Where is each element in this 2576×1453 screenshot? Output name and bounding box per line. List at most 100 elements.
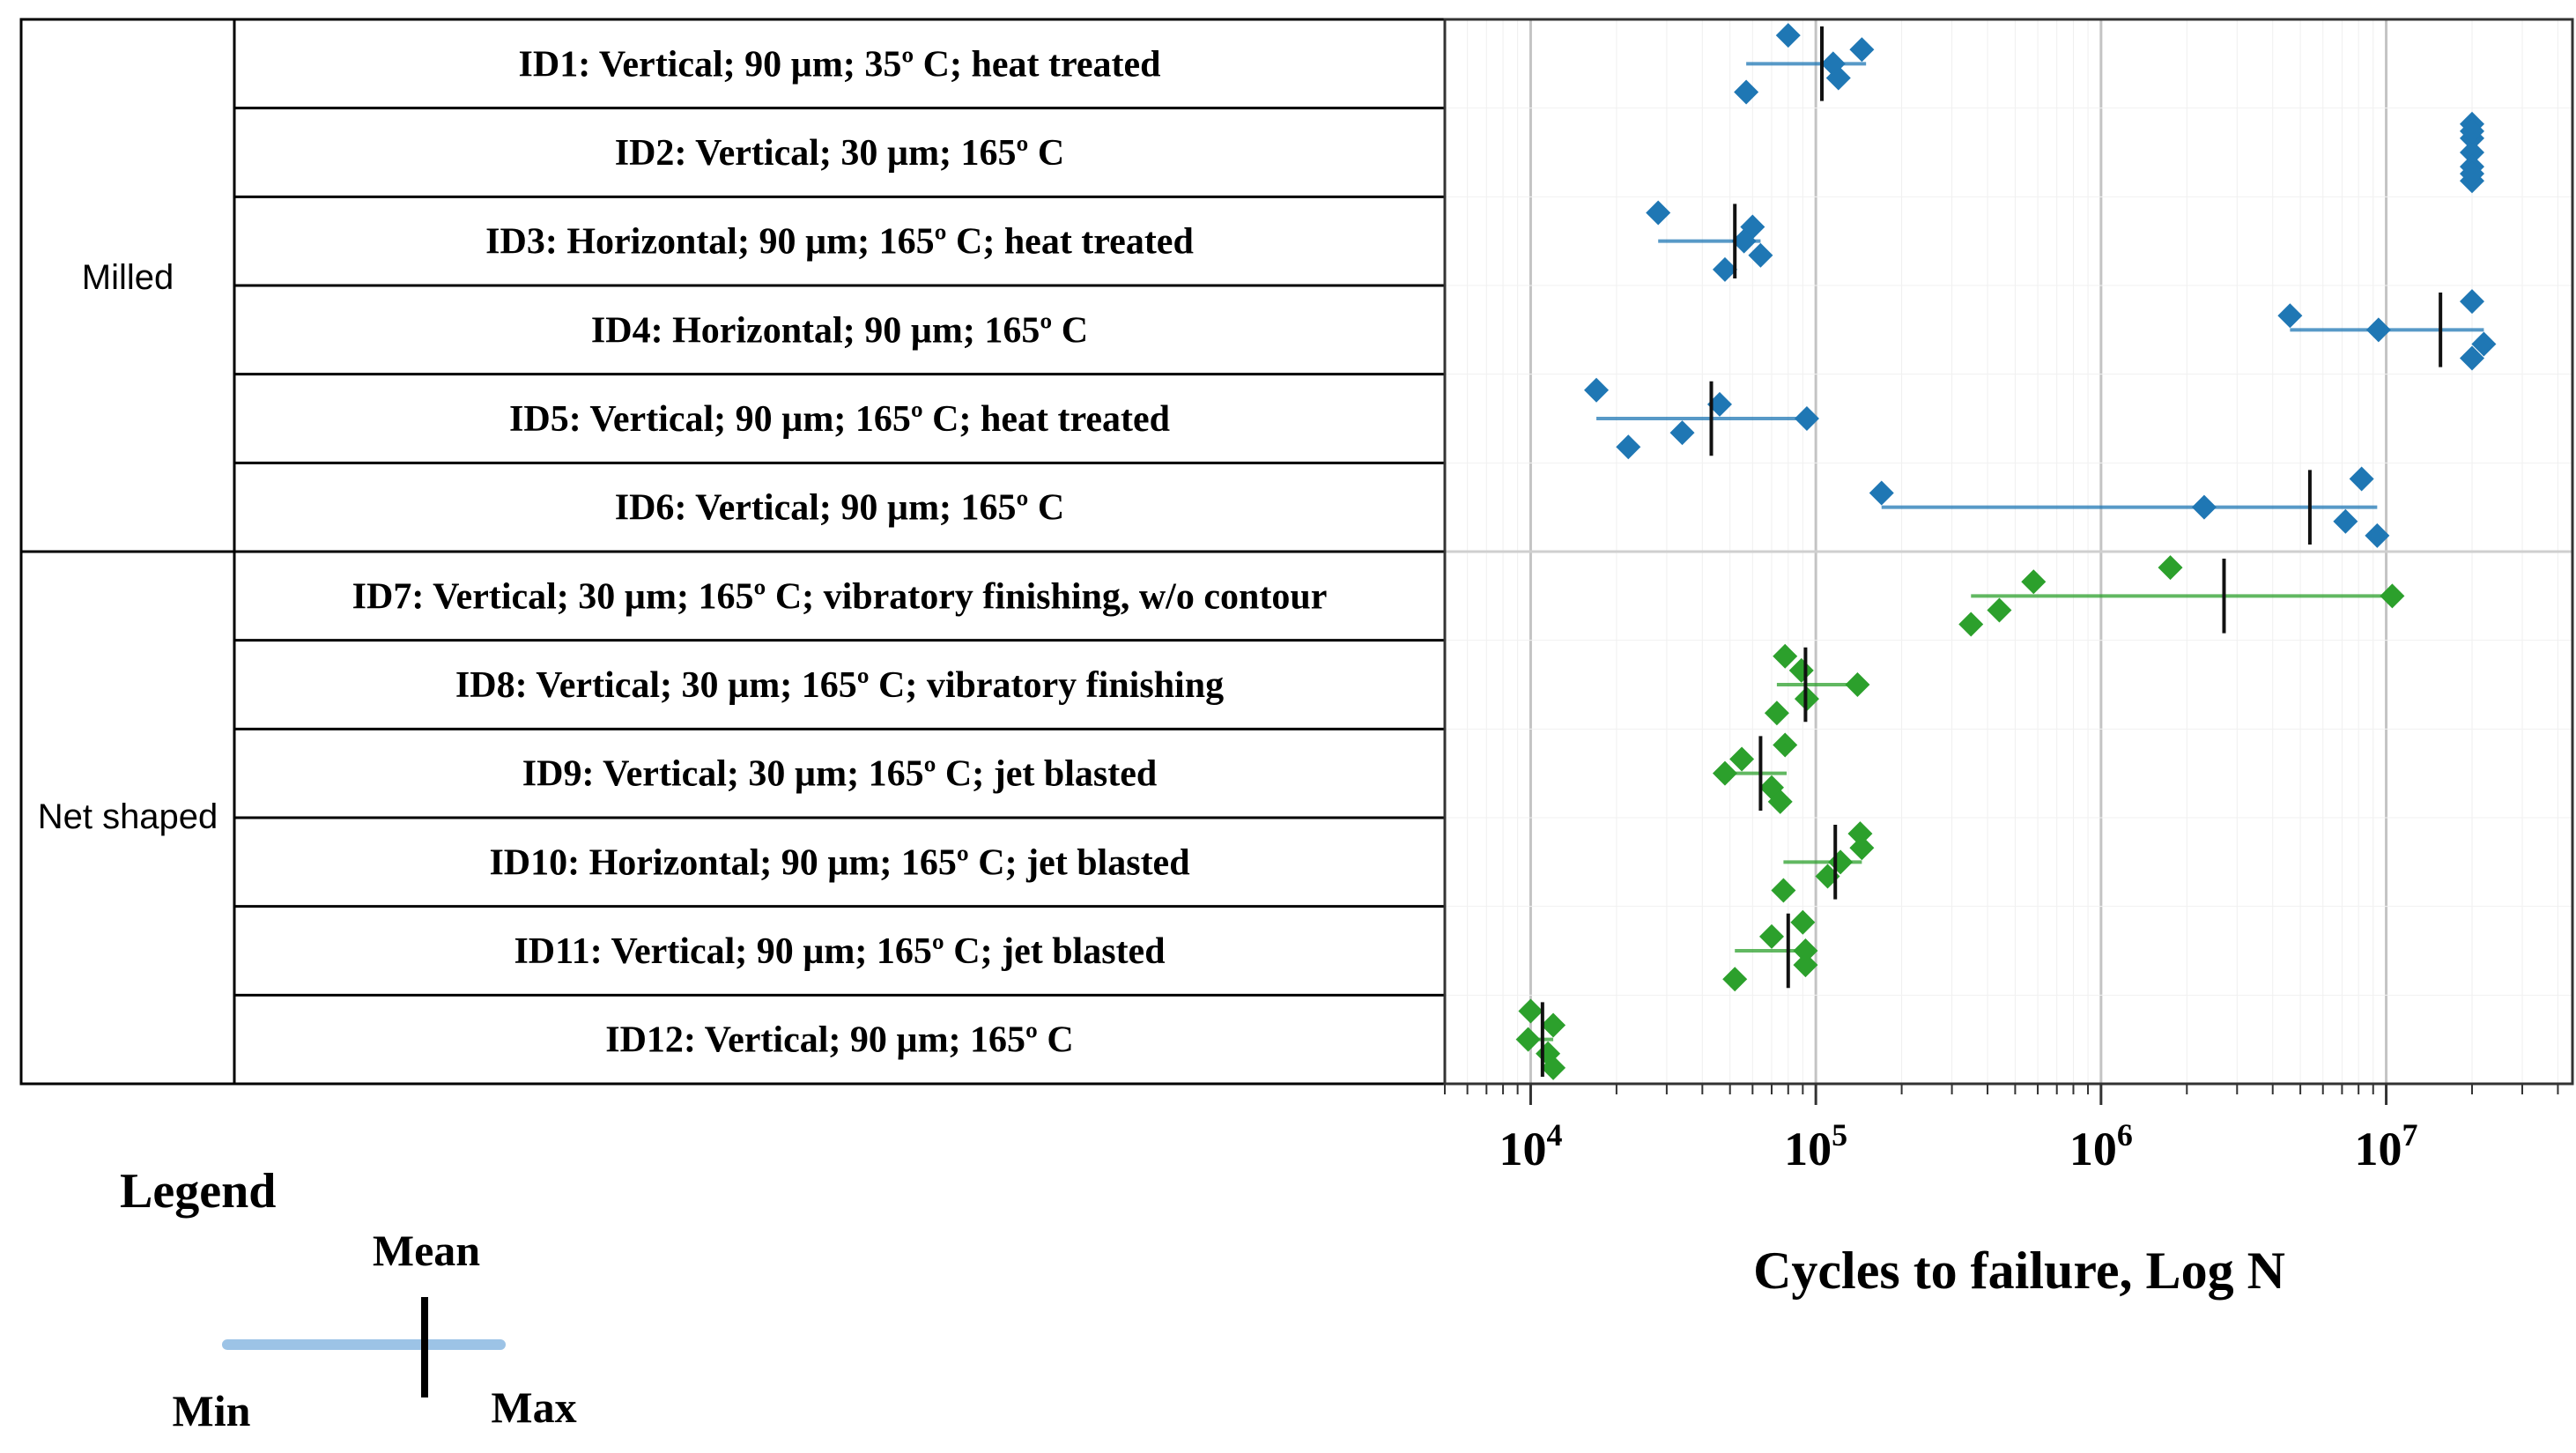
row-label-id4: ID4: Horizontal; 90 µm; 165º C (591, 310, 1088, 351)
data-point (1541, 1012, 1566, 1038)
data-point (2158, 555, 2183, 581)
plot-area: 104 105 106 107 Cycles to failure, Log N (1443, 18, 2574, 1300)
data-point (2459, 289, 2484, 315)
row-label-desc: : Vertical; 30 µm; 165º C (674, 133, 1064, 174)
row-label-id12: ID12: Vertical; 90 µm; 165º C (605, 1020, 1074, 1061)
row-label-id1: ID1: Vertical; 90 µm; 35º C; heat treate… (519, 44, 1161, 85)
x-tick-exponent: 7 (2402, 1117, 2418, 1153)
row-label-desc: : Vertical; 90 µm; 165º C (684, 1020, 1074, 1061)
data-point (1773, 732, 1798, 758)
legend-title: Legend (120, 1164, 276, 1219)
series-id4 (2277, 289, 2497, 371)
data-point (1669, 420, 1695, 446)
row-label-id3: ID3: Horizontal; 90 µm; 165º C; heat tre… (485, 222, 1194, 263)
data-point (1788, 657, 1814, 683)
row-label-id: ID4 (591, 310, 651, 351)
row-label-id: ID9 (522, 754, 582, 795)
row-label-desc: : Horizontal; 90 µm; 165º C; heat treate… (545, 222, 1194, 263)
series-id12 (1515, 998, 1566, 1080)
row-label-id10: ID10: Horizontal; 90 µm; 165º C; jet bla… (489, 842, 1189, 883)
row-label-id6: ID6: Vertical; 90 µm; 165º C (615, 488, 1065, 529)
data-point (1987, 597, 2012, 623)
x-tick-base: 10 (2355, 1123, 2402, 1175)
row-label-desc: : Vertical; 30 µm; 165º C; vibratory fin… (411, 576, 1327, 617)
data-point (1958, 612, 1984, 637)
row-label-desc: : Vertical; 90 µm; 165º C; heat treated (569, 399, 1170, 440)
data-point (1541, 1055, 1566, 1080)
data-point (2333, 508, 2358, 534)
plot-row-lines (1445, 107, 2572, 996)
row-label-id8: ID8: Vertical; 30 µm; 165º C; vibratory … (455, 665, 1224, 706)
row-label-id: ID6 (615, 488, 675, 529)
data-point (1849, 37, 1875, 63)
data-point (2365, 317, 2391, 343)
data-point (1767, 789, 1793, 814)
row-label-id: ID1 (519, 44, 579, 85)
series-id1 (1734, 23, 1875, 105)
data-point (1712, 760, 1737, 786)
x-tick-label: 107 (2355, 1117, 2418, 1175)
data-point (1764, 701, 1789, 726)
row-label-id11: ID11: Vertical; 90 µm; 165º C; jet blast… (514, 931, 1165, 972)
data-point (1771, 878, 1796, 903)
series-id3 (1646, 200, 1773, 282)
row-label-desc: : Vertical; 90 µm; 165º C (674, 488, 1064, 529)
data-point (2471, 331, 2497, 357)
x-tick-label: 105 (1784, 1117, 1847, 1175)
data-point (1794, 406, 1819, 431)
group-label-milled: Milled (82, 258, 174, 297)
series-id6 (1869, 466, 2390, 548)
data-point (2459, 118, 2484, 144)
data-point (1748, 242, 1773, 268)
data-point (1646, 200, 1671, 226)
series-id10 (1771, 821, 1875, 903)
x-tick-base: 10 (1784, 1123, 1832, 1175)
plot-border (1443, 18, 2574, 1086)
row-label-id7: ID7: Vertical; 30 µm; 165º C; vibratory … (352, 576, 1328, 617)
data-point (2277, 303, 2303, 329)
data-point (1712, 256, 1737, 282)
data-point (2365, 523, 2390, 548)
data-point (1722, 967, 1748, 992)
series-id9 (1712, 732, 1798, 814)
data-point (1849, 835, 1875, 861)
data-point (2459, 140, 2484, 165)
data-point (2021, 569, 2047, 595)
row-label-id: ID11 (514, 931, 589, 972)
series-id11 (1722, 909, 1818, 992)
data-point (1793, 953, 1818, 978)
legend-mean-label: Mean (373, 1226, 480, 1275)
series-id2 (2459, 111, 2484, 194)
data-point (2349, 466, 2374, 492)
row-label-desc: : Vertical; 90 µm; 165º C; jet blasted (590, 931, 1166, 972)
data-point (1518, 998, 1543, 1024)
x-tick-base: 10 (1499, 1123, 1546, 1175)
label-table: Milled Net shaped ID1: Vertical; 90 µm; … (19, 18, 1447, 1086)
data-point (2459, 345, 2484, 371)
x-axis-label: Cycles to failure, Log N (1753, 1242, 2285, 1300)
data-point (2459, 161, 2484, 187)
group-label-net-shaped: Net shaped (38, 797, 218, 836)
row-label-id: ID5 (509, 399, 569, 440)
series-id8 (1764, 643, 1870, 726)
data-point (1793, 938, 1818, 963)
x-tick-label: 104 (1499, 1117, 1562, 1175)
data-point (2191, 494, 2217, 520)
x-tick-base: 10 (2069, 1123, 2117, 1175)
row-label-desc: : Vertical; 30 µm; 165º C; vibratory fin… (515, 665, 1225, 706)
row-label-id: ID2 (615, 133, 675, 174)
data-point (1584, 377, 1610, 403)
data-point (1775, 23, 1801, 48)
data-point (2380, 583, 2405, 609)
x-tick-label: 106 (2069, 1117, 2133, 1175)
data-point (1845, 672, 1870, 697)
row-label-id: ID8 (455, 665, 515, 706)
row-label-id: ID10 (489, 842, 567, 883)
row-lines (21, 107, 1445, 997)
series-id7 (1958, 555, 2405, 637)
x-tick-exponent: 6 (2117, 1117, 2133, 1153)
data-point (1515, 1027, 1541, 1052)
legend-min-label: Min (173, 1386, 251, 1435)
data-point (1616, 434, 1641, 460)
